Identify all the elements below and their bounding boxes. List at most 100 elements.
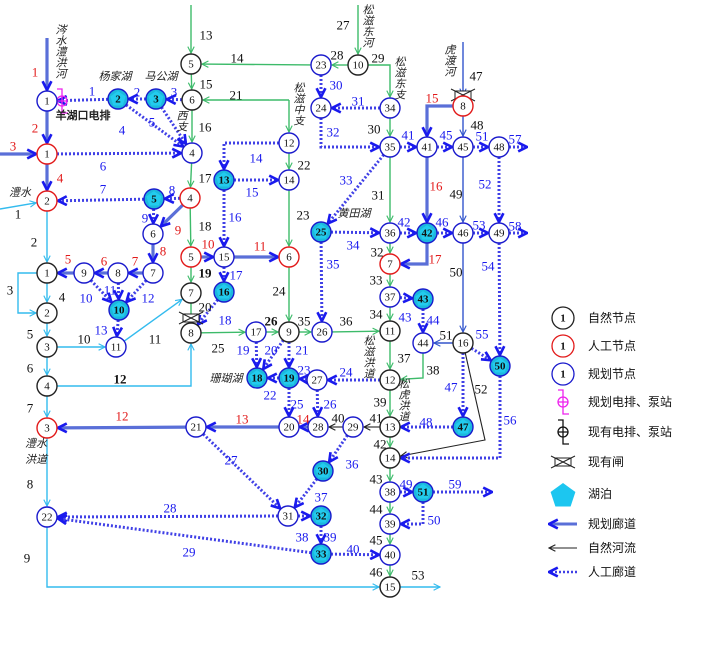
corridor-label: 20 [265, 343, 278, 358]
natural-node-13: 13 [379, 416, 401, 438]
node-label: 15 [219, 252, 231, 264]
corridor-label: 16 [430, 179, 444, 194]
lake-pentagon-icon [550, 483, 576, 507]
corridor-label: 42 [398, 215, 411, 230]
artificial-node-2: 2 [36, 190, 58, 212]
corridor-label: 10 [78, 332, 91, 347]
corridor-label: 21 [230, 88, 243, 103]
river-name-songzi-east: 松滋东河 [361, 4, 374, 48]
node-label: 31 [283, 511, 294, 523]
artificial-corridor-36 [329, 434, 349, 462]
corridor-label: 1 [15, 207, 22, 222]
node-label: 14 [284, 175, 296, 187]
existing-pump-icon [557, 419, 569, 445]
node-label: 6 [150, 229, 156, 241]
node-label: 5 [151, 194, 157, 206]
pump-station-name: 羊湖口电排 [55, 109, 111, 122]
node-label: 1 [44, 268, 50, 280]
corridor-label: 25 [212, 341, 225, 356]
lake-planned-node-3: 3 [145, 88, 167, 110]
planned-node-38: 38 [379, 481, 401, 503]
corridor-label: 39 [374, 395, 387, 410]
artificial-corridor-13 [117, 319, 118, 336]
lake-planned-node-47: 47 [452, 416, 474, 438]
river-name-songzi-middle-branch: 松滋中支 [292, 82, 305, 126]
natural-node-7: 7 [180, 282, 202, 304]
node-label: 4 [189, 148, 195, 160]
artificial-corridor-26 [317, 389, 318, 416]
green-corridor-29 [368, 64, 390, 97]
legend-label: 规划廊道 [588, 516, 636, 531]
planned-node-44: 44 [412, 332, 434, 354]
artificial-node-4: 4 [179, 187, 201, 209]
corridor-label: 33 [370, 273, 383, 288]
corridor-label: 37 [315, 490, 329, 505]
corridor-label: 36 [346, 457, 360, 472]
corridor-label: 47 [445, 380, 459, 395]
planned-node-7: 7 [142, 262, 164, 284]
lake-planned-node-32: 32 [310, 505, 332, 527]
artificial-corridor-55 [470, 347, 491, 360]
lake-planned-node-5: 5 [143, 188, 165, 210]
node-label: 47 [458, 422, 470, 434]
corridor-label: 34 [370, 307, 384, 322]
gate-icon [550, 455, 576, 469]
corridor-label: 24 [273, 284, 287, 299]
corridor-label: 39 [324, 530, 337, 545]
node-label: 7 [387, 259, 393, 271]
corridor-label: 53 [473, 218, 486, 233]
corridor-label: 2 [134, 85, 141, 100]
corridor-label: 41 [402, 128, 415, 143]
planned-node-22: 22 [36, 506, 58, 528]
node-label: 44 [418, 338, 430, 350]
artificial-node-1: 1 [36, 143, 58, 165]
node-label: 25 [316, 227, 328, 239]
node-label: 11 [385, 326, 396, 338]
planned-node-8: 8 [107, 262, 129, 284]
node-label: 40 [385, 550, 397, 562]
corridor-label: 25 [291, 397, 304, 412]
corridor-label: 37 [398, 351, 412, 366]
corridor-label: 30 [368, 122, 381, 137]
artificial-corridor-34 [330, 232, 379, 233]
planned-node-21: 21 [185, 416, 207, 438]
planned-node-17: 17 [245, 321, 267, 343]
planned-node-15: 15 [213, 246, 235, 268]
corridor-label: 33 [340, 173, 353, 188]
corridor-label: 30 [330, 78, 343, 93]
artificial-corridor-23 [300, 379, 307, 380]
node-label: 28 [313, 422, 325, 434]
edges-layer [0, 5, 527, 587]
corridor-label: 12 [142, 291, 155, 306]
corridor-label: 45 [370, 533, 383, 548]
planned-node-23: 23 [310, 54, 332, 76]
node-label: 8 [115, 268, 121, 280]
node-label: 24 [316, 103, 328, 115]
river-name-lishui: 澧水 [9, 186, 31, 199]
corridor-label: 22 [264, 388, 277, 403]
lake-planned-node-10: 10 [108, 299, 130, 321]
artificial-corridor-50 [401, 502, 425, 524]
corridor-label: 28 [331, 48, 344, 63]
planned-corridor-12 [58, 427, 187, 428]
corridor-label: 6 [27, 361, 34, 376]
planned-node-12: 12 [278, 132, 300, 154]
legend-label: 湖泊 [588, 486, 612, 501]
corridor-label: 50 [428, 513, 441, 528]
corridor-label: 7 [132, 254, 139, 269]
legend-label: 人工节点 [588, 339, 636, 353]
node-label: 3 [44, 342, 50, 354]
artificial-node-7: 7 [379, 253, 401, 275]
planned-node-41: 41 [416, 136, 438, 158]
green-corridor-18 [190, 207, 191, 246]
node-label: 10 [353, 60, 365, 72]
corridor-label: 5 [65, 252, 72, 267]
corridor-label: 54 [482, 259, 496, 274]
node-label: 23 [316, 60, 328, 72]
legend-label: 规划电排、泵站 [588, 394, 672, 409]
green-corridor-14 [202, 64, 312, 65]
lake-planned-node-33: 33 [310, 543, 332, 565]
corridor-label: 51 [476, 129, 489, 144]
corridor-label: 26 [265, 314, 279, 329]
